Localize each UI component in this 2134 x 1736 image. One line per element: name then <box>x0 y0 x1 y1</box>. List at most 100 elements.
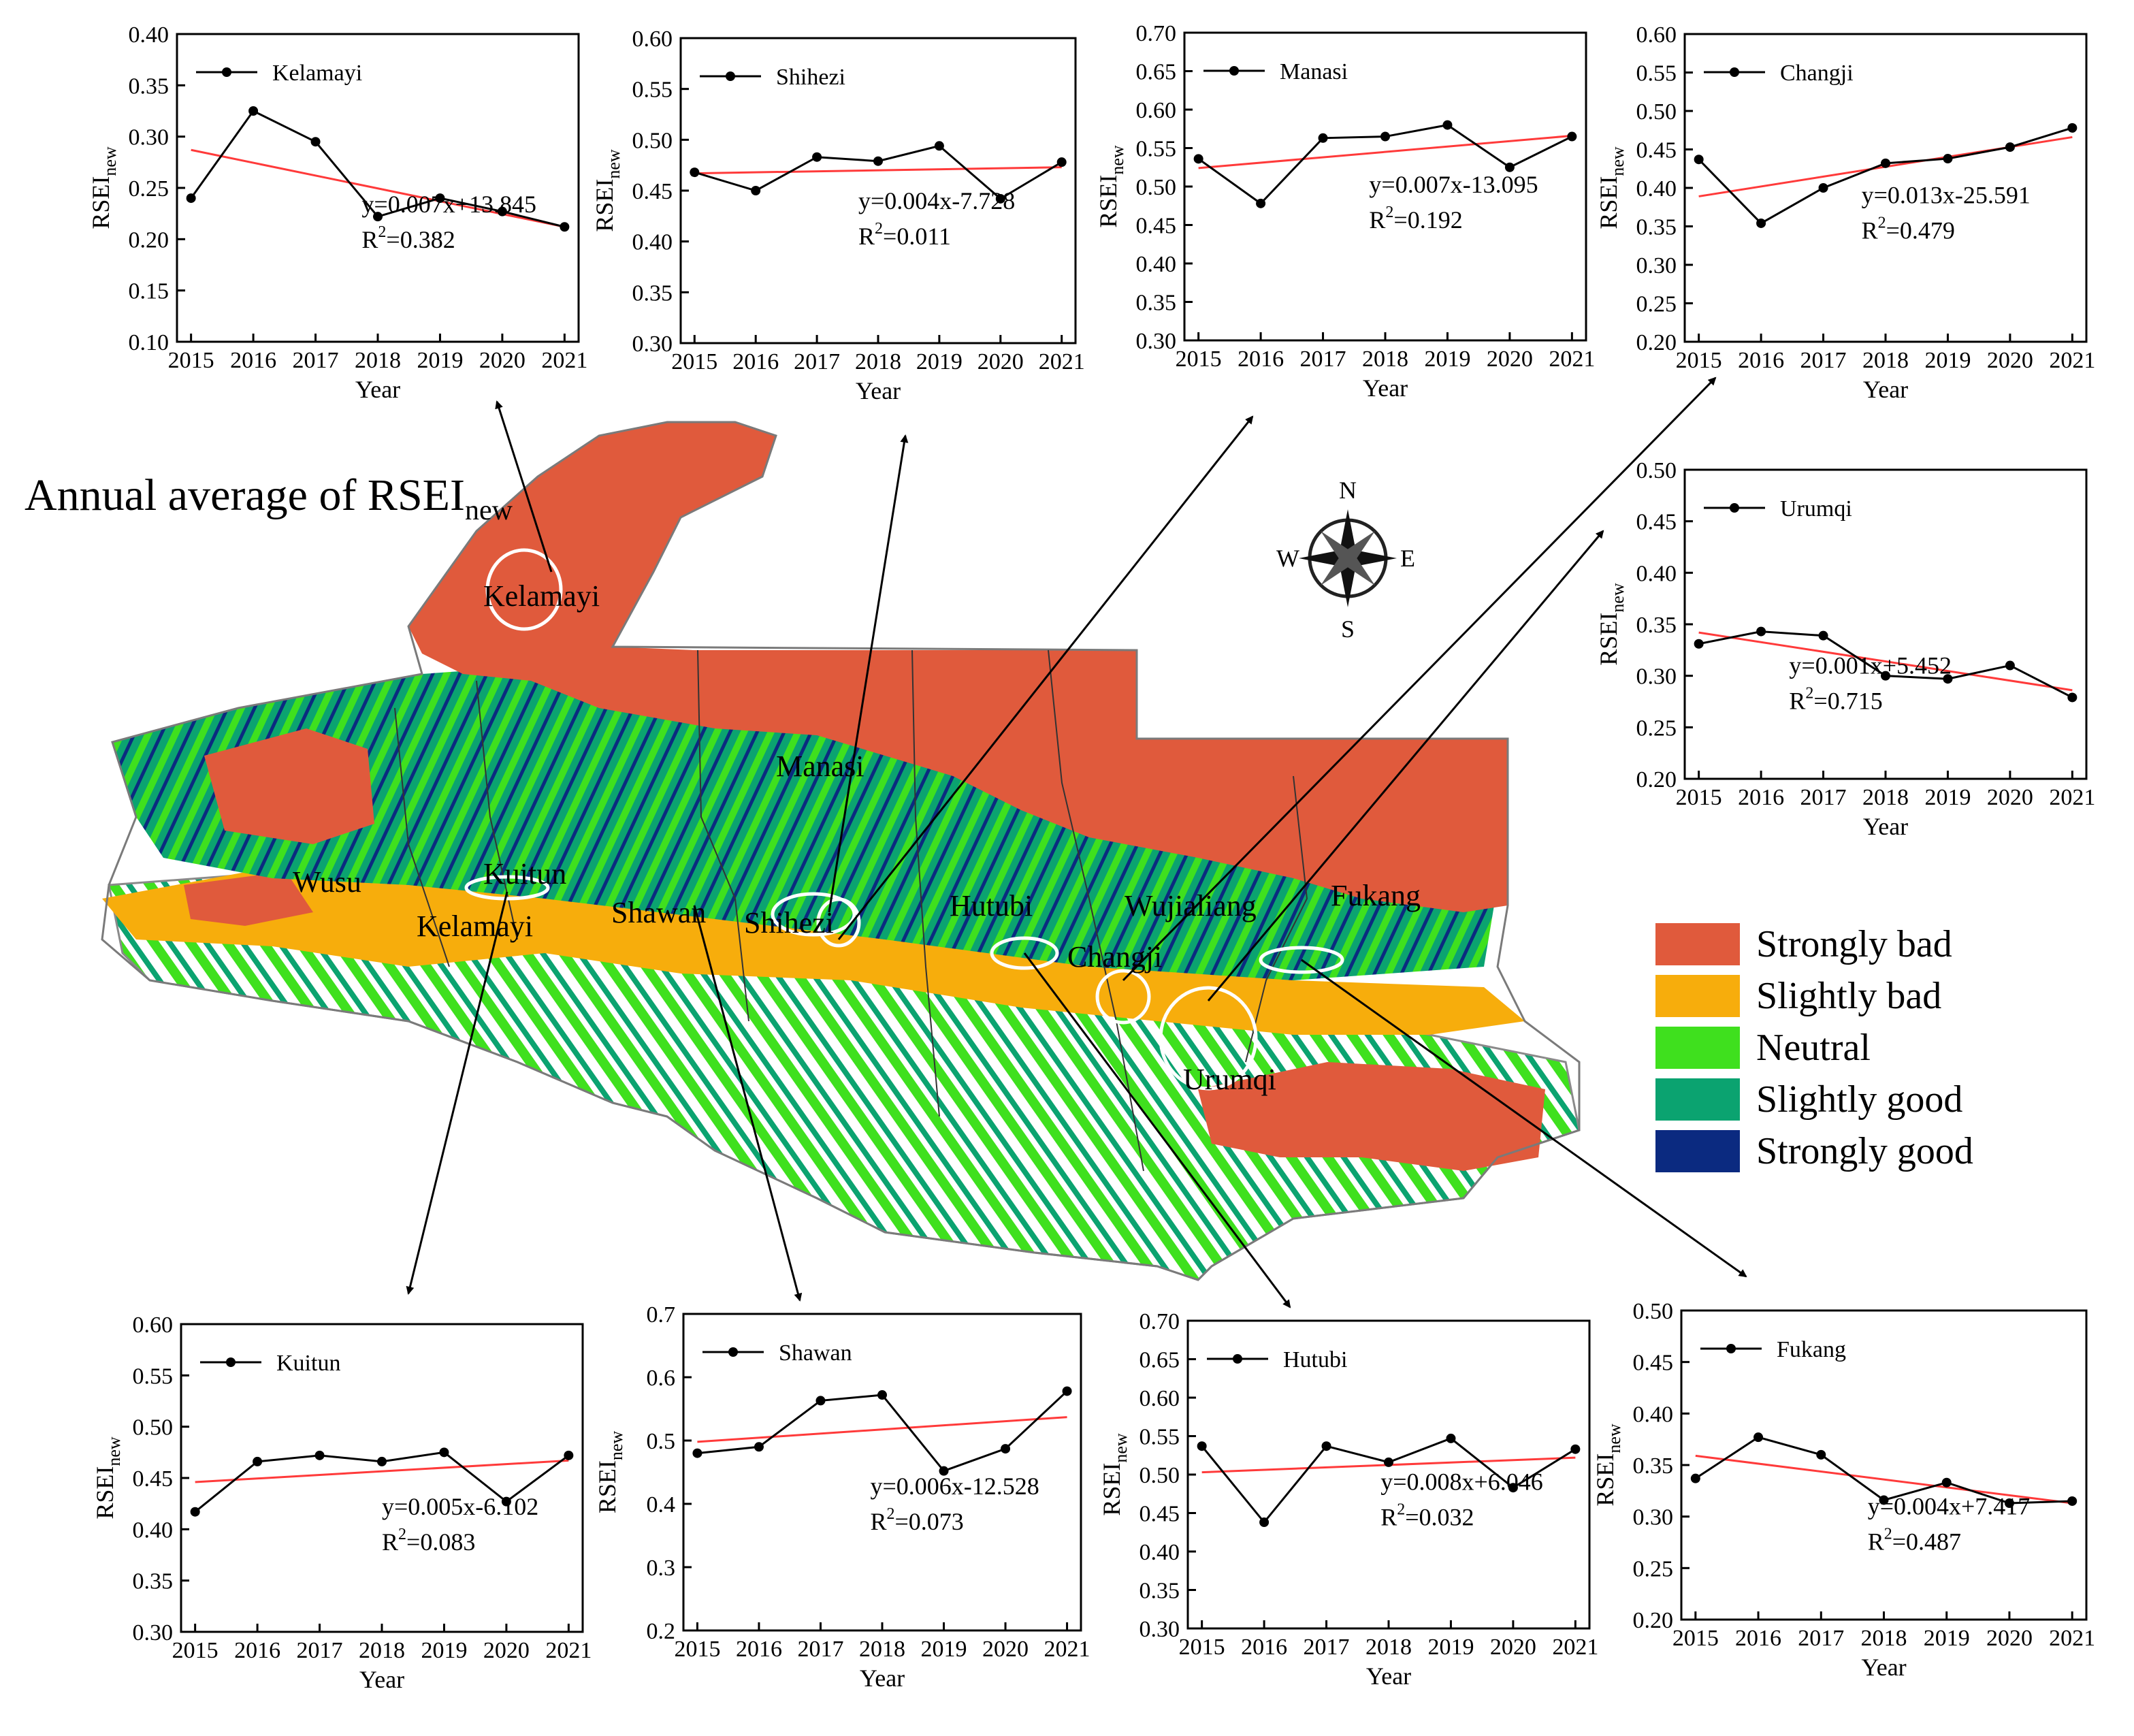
y-tick-label: 0.40 <box>1139 1540 1180 1565</box>
x-tick-label: 2020 <box>982 1637 1029 1662</box>
map-red-patch-northwest <box>204 728 374 844</box>
data-point <box>253 1456 263 1466</box>
x-tick-label: 2015 <box>671 349 717 374</box>
r-squared-value: =0.487 <box>1892 1528 1961 1556</box>
connector-arrows <box>406 376 1747 1308</box>
data-point <box>564 1450 574 1460</box>
x-tick-label: 2017 <box>1300 347 1346 372</box>
data-point <box>314 1450 325 1460</box>
data-point <box>1570 1444 1581 1454</box>
r-squared-symbol: R <box>361 226 378 253</box>
legend-item: Strongly good <box>1655 1126 1973 1176</box>
trend-line <box>195 1459 569 1483</box>
map-boundary <box>101 421 1581 1281</box>
panel-legend-marker <box>1730 503 1739 513</box>
trend-equation: y=0.007x+13.845 <box>361 191 536 218</box>
trend-equation: y=0.004x+7.417 <box>1868 1493 2031 1520</box>
x-axis-label: Year <box>860 1665 905 1692</box>
y-tick-label: 0.60 <box>1139 1386 1180 1411</box>
x-tick-label: 2019 <box>1924 1626 1970 1651</box>
y-tick-label: 0.35 <box>632 280 673 306</box>
y-tick-label: 0.45 <box>632 179 673 204</box>
data-point <box>186 193 196 204</box>
x-tick-label: 2021 <box>2049 1626 2095 1651</box>
y-tick-label: 0.50 <box>1633 1299 1674 1324</box>
x-tick-label: 2020 <box>1987 348 2033 373</box>
data-point <box>248 106 259 116</box>
y-axis-label-main: RSEI <box>1595 613 1622 666</box>
region-label-wujialiang: Wujialiang <box>1125 889 1257 922</box>
legend-item: Strongly bad <box>1655 919 1973 969</box>
data-point <box>1321 1441 1331 1451</box>
x-tick-label: 2021 <box>2049 785 2095 810</box>
legend-swatch <box>1655 1078 1740 1121</box>
x-tick-label: 2019 <box>1924 785 1971 810</box>
y-axis-label-main: RSEI <box>1095 175 1122 228</box>
data-point <box>1943 674 1953 684</box>
legend-label: Neutral <box>1756 1027 1871 1069</box>
panel-legend-label: Shawan <box>779 1340 852 1366</box>
y-tick-label: 0.45 <box>1636 138 1677 163</box>
data-point <box>1062 1386 1072 1396</box>
data-point <box>1318 133 1328 143</box>
y-tick-label: 0.30 <box>129 125 169 150</box>
data-point <box>1881 158 1890 168</box>
panel-legend-marker <box>1726 1344 1736 1353</box>
y-tick-label: 0.3 <box>647 1556 676 1581</box>
data-point <box>1881 671 1890 681</box>
y-tick-label: 0.25 <box>1636 292 1677 317</box>
x-tick-label: 2019 <box>417 348 463 373</box>
y-tick-label: 0.45 <box>1636 510 1677 535</box>
chart-panel-urumqi: 0.20 0.25 0.30 0.35 0.40 0.45 0.50 2015 2016 2017… <box>1595 458 2095 840</box>
region-label-shihezi: Shihezi <box>744 906 834 939</box>
y-tick-label: 0.35 <box>1136 291 1177 316</box>
y-tick-label: 0.50 <box>632 128 673 153</box>
r-squared-exponent: 2 <box>875 220 883 238</box>
y-tick-label: 0.25 <box>129 176 169 202</box>
y-tick-label: 0.50 <box>1136 175 1177 200</box>
y-tick-label: 0.20 <box>1636 767 1677 792</box>
r-squared-symbol: R <box>1380 1504 1397 1531</box>
x-axis-label: Year <box>1863 813 1908 840</box>
compass-rose: N S E W <box>1276 477 1415 643</box>
data-point <box>2005 660 2015 671</box>
y-tick-label: 0.30 <box>1633 1505 1674 1530</box>
x-tick-label: 2020 <box>1986 1626 2033 1651</box>
arrow-changji <box>1122 376 1717 982</box>
x-tick-label: 2016 <box>230 348 276 373</box>
region-label-shawan: Shawan <box>611 896 706 929</box>
data-point <box>190 1507 200 1517</box>
y-tick-label: 0.65 <box>1136 60 1177 85</box>
data-point <box>1694 639 1704 649</box>
x-tick-label: 2019 <box>421 1638 467 1663</box>
data-point <box>939 1466 949 1476</box>
chart-panel-shihezi: 0.30 0.35 0.40 0.45 0.50 0.55 0.60 2015 2016 2017… <box>591 27 1085 404</box>
map-region-labels: Kelamayi Manasi Wusu Kuitun Kelamayi Shawan Sh… <box>293 579 1421 1096</box>
y-tick-label: 0.55 <box>1136 137 1177 162</box>
map-red-patch-west <box>184 871 313 926</box>
plot-frame <box>1680 1309 2088 1621</box>
y-tick-label: 0.45 <box>1139 1502 1180 1527</box>
y-tick-label: 0.50 <box>1636 99 1677 125</box>
data-point <box>1380 131 1390 142</box>
y-axis-label-sub: new <box>100 146 120 176</box>
x-axis-label: Year <box>1363 374 1408 402</box>
x-tick-label: 2018 <box>1365 1635 1412 1660</box>
y-tick-label: 0.45 <box>1633 1351 1674 1376</box>
data-point <box>1941 1477 1952 1488</box>
r-squared-exponent: 2 <box>1385 204 1393 221</box>
chart-panel-shawan: 0.2 0.3 0.4 0.5 0.6 0.7 2015 2016 2017 2018 2019 20… <box>594 1302 1090 1692</box>
r-squared-value: =0.032 <box>1405 1504 1474 1531</box>
panel-legend-marker <box>1730 67 1739 77</box>
y-tick-label: 0.30 <box>632 332 673 357</box>
r-squared-symbol: R <box>870 1508 886 1535</box>
y-tick-label: 0.60 <box>133 1313 174 1338</box>
y-axis-label-main: RSEI <box>1098 1463 1125 1516</box>
data-point <box>377 1456 387 1466</box>
y-axis-label-sub: new <box>1108 145 1127 175</box>
x-tick-label: 2018 <box>1861 1626 1907 1651</box>
x-tick-label: 2016 <box>732 349 779 374</box>
trend-equation: y=0.004x-7.728 <box>858 187 1015 214</box>
data-point <box>2004 1498 2014 1508</box>
